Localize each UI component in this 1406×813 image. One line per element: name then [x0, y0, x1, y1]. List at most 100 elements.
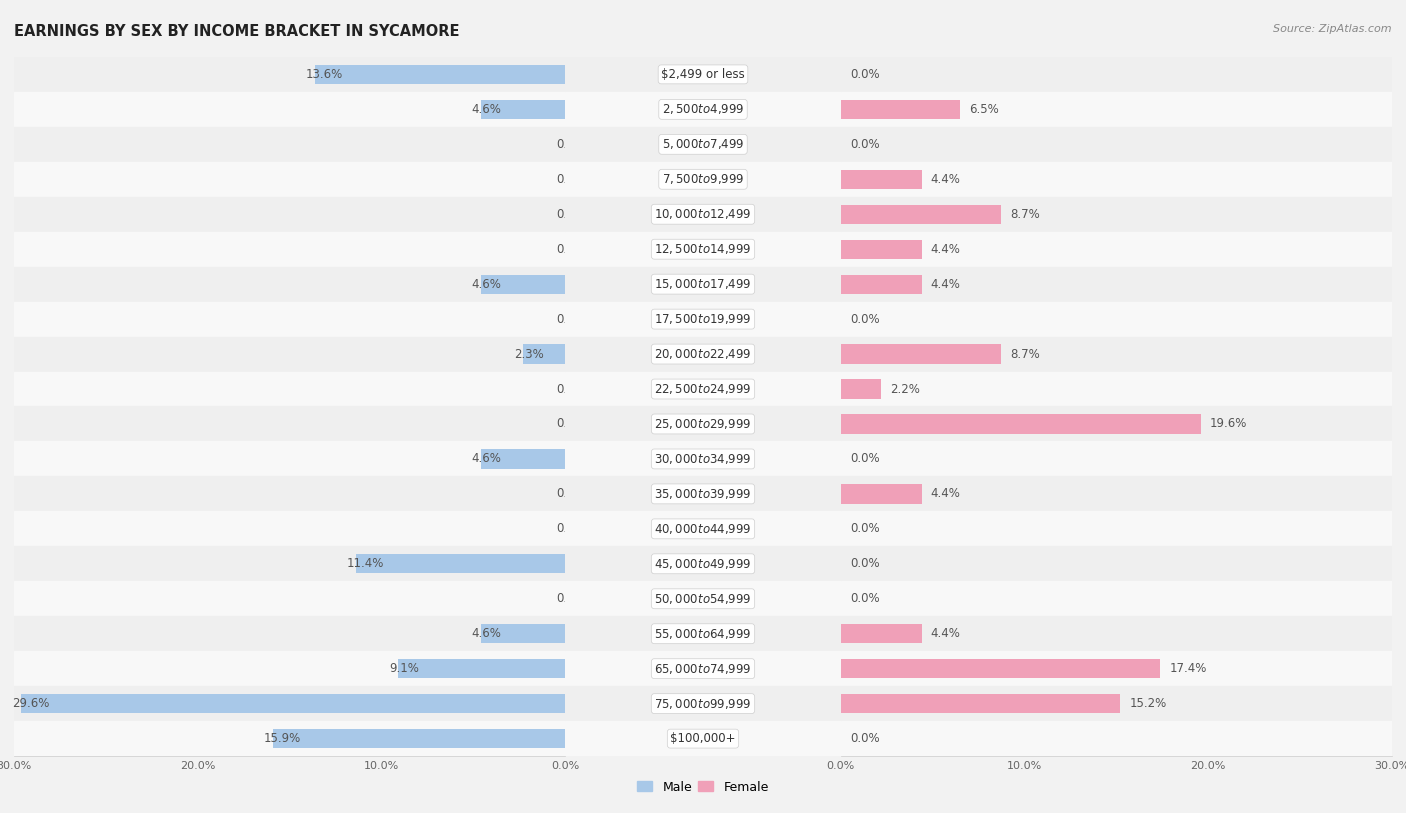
Text: 8.7%: 8.7%	[1010, 208, 1039, 220]
Bar	[841, 302, 1392, 337]
Text: 19.6%: 19.6%	[1211, 418, 1247, 430]
Bar	[841, 415, 1201, 433]
Text: 0.0%: 0.0%	[555, 593, 586, 605]
Text: $55,000 to $64,999: $55,000 to $64,999	[654, 627, 752, 641]
Bar	[841, 406, 1392, 441]
Bar	[565, 476, 841, 511]
Text: $50,000 to $54,999: $50,000 to $54,999	[654, 592, 752, 606]
Text: 15.9%: 15.9%	[264, 733, 301, 745]
Bar	[565, 616, 841, 651]
Bar	[14, 92, 565, 127]
Text: $7,500 to $9,999: $7,500 to $9,999	[662, 172, 744, 186]
Bar	[14, 337, 565, 372]
Text: 0.0%: 0.0%	[555, 173, 586, 185]
Bar	[565, 232, 841, 267]
Text: 0.0%: 0.0%	[851, 313, 880, 325]
Text: $20,000 to $22,499: $20,000 to $22,499	[654, 347, 752, 361]
Text: 15.2%: 15.2%	[1129, 698, 1167, 710]
Bar	[565, 721, 841, 756]
Bar	[841, 485, 921, 503]
Text: 0.0%: 0.0%	[555, 418, 586, 430]
Bar	[841, 380, 882, 398]
Bar	[14, 581, 565, 616]
Bar	[14, 162, 565, 197]
Bar	[841, 651, 1392, 686]
Bar	[841, 476, 1392, 511]
Bar	[565, 406, 841, 441]
Text: $65,000 to $74,999: $65,000 to $74,999	[654, 662, 752, 676]
Text: $30,000 to $34,999: $30,000 to $34,999	[654, 452, 752, 466]
Text: $40,000 to $44,999: $40,000 to $44,999	[654, 522, 752, 536]
Bar	[841, 337, 1392, 372]
Bar	[14, 721, 565, 756]
Text: 4.6%: 4.6%	[471, 103, 502, 115]
Text: $10,000 to $12,499: $10,000 to $12,499	[654, 207, 752, 221]
Bar	[565, 651, 841, 686]
Bar	[21, 694, 565, 713]
Text: 4.4%: 4.4%	[931, 628, 960, 640]
Bar	[14, 406, 565, 441]
Text: 0.0%: 0.0%	[851, 68, 880, 80]
Bar	[841, 546, 1392, 581]
Text: 0.0%: 0.0%	[851, 593, 880, 605]
Text: 0.0%: 0.0%	[851, 138, 880, 150]
Bar	[565, 441, 841, 476]
Bar	[841, 581, 1392, 616]
Text: 8.7%: 8.7%	[1010, 348, 1039, 360]
Text: 0.0%: 0.0%	[851, 523, 880, 535]
Bar	[841, 232, 1392, 267]
Text: 0.0%: 0.0%	[555, 383, 586, 395]
Text: $5,000 to $7,499: $5,000 to $7,499	[662, 137, 744, 151]
Bar	[14, 686, 565, 721]
Text: 2.2%: 2.2%	[890, 383, 921, 395]
Bar	[565, 337, 841, 372]
Bar	[841, 616, 1392, 651]
Text: 4.4%: 4.4%	[931, 243, 960, 255]
Text: $15,000 to $17,499: $15,000 to $17,499	[654, 277, 752, 291]
Bar	[565, 197, 841, 232]
Text: $25,000 to $29,999: $25,000 to $29,999	[654, 417, 752, 431]
Bar	[841, 197, 1392, 232]
Text: 17.4%: 17.4%	[1170, 663, 1206, 675]
Text: 2.3%: 2.3%	[513, 348, 544, 360]
Text: EARNINGS BY SEX BY INCOME BRACKET IN SYCAMORE: EARNINGS BY SEX BY INCOME BRACKET IN SYC…	[14, 24, 460, 39]
Text: 0.0%: 0.0%	[555, 208, 586, 220]
Bar	[14, 441, 565, 476]
Bar	[565, 686, 841, 721]
Bar	[14, 651, 565, 686]
Text: 0.0%: 0.0%	[851, 453, 880, 465]
Text: 0.0%: 0.0%	[555, 313, 586, 325]
Bar	[14, 267, 565, 302]
Bar	[14, 546, 565, 581]
Text: 4.6%: 4.6%	[471, 453, 502, 465]
Text: 0.0%: 0.0%	[555, 523, 586, 535]
Bar	[841, 694, 1121, 713]
Bar	[315, 65, 565, 84]
Text: $2,500 to $4,999: $2,500 to $4,999	[662, 102, 744, 116]
Text: 4.4%: 4.4%	[931, 278, 960, 290]
Bar	[841, 162, 1392, 197]
Text: 4.6%: 4.6%	[471, 628, 502, 640]
Text: 0.0%: 0.0%	[555, 138, 586, 150]
Text: $35,000 to $39,999: $35,000 to $39,999	[654, 487, 752, 501]
Text: 4.4%: 4.4%	[931, 173, 960, 185]
Text: 0.0%: 0.0%	[555, 243, 586, 255]
Text: $22,500 to $24,999: $22,500 to $24,999	[654, 382, 752, 396]
Text: $17,500 to $19,999: $17,500 to $19,999	[654, 312, 752, 326]
Bar	[565, 162, 841, 197]
Bar	[14, 372, 565, 406]
Bar	[841, 275, 921, 293]
Bar	[841, 240, 921, 259]
Text: 0.0%: 0.0%	[851, 733, 880, 745]
Bar	[14, 511, 565, 546]
Bar	[523, 345, 565, 363]
Text: 9.1%: 9.1%	[389, 663, 419, 675]
Bar	[14, 232, 565, 267]
Bar	[481, 450, 565, 468]
Bar	[14, 302, 565, 337]
Bar	[841, 345, 1001, 363]
Bar	[398, 659, 565, 678]
Text: $12,500 to $14,999: $12,500 to $14,999	[654, 242, 752, 256]
Text: $75,000 to $99,999: $75,000 to $99,999	[654, 697, 752, 711]
Legend: Male, Female: Male, Female	[633, 776, 773, 798]
